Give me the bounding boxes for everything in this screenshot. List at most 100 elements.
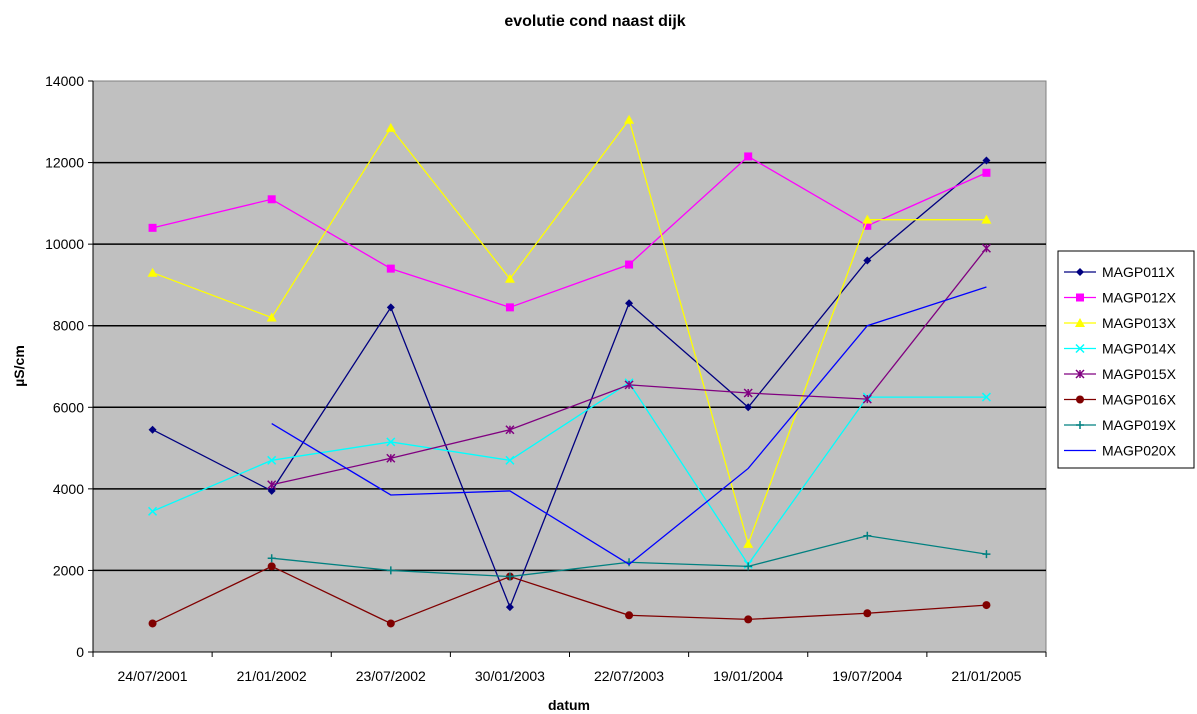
data-point <box>982 550 991 559</box>
data-point <box>981 243 991 253</box>
legend-label: MAGP012X <box>1102 290 1177 306</box>
data-point <box>386 619 395 628</box>
legend-label: MAGP014X <box>1102 341 1177 357</box>
data-point <box>862 214 873 224</box>
y-tick-label: 6000 <box>53 399 84 415</box>
data-point <box>981 392 991 402</box>
y-tick-label: 4000 <box>53 481 84 497</box>
legend-label: MAGP013X <box>1102 315 1177 331</box>
data-point <box>386 453 396 463</box>
data-point <box>863 256 872 265</box>
x-tick-label: 21/01/2005 <box>951 668 1021 684</box>
series-magp012x <box>148 152 991 312</box>
series-magp013x <box>147 114 992 548</box>
x-axis-title: datum <box>548 697 590 713</box>
series-magp015x <box>267 243 991 490</box>
series-magp011x <box>148 156 991 612</box>
data-point <box>625 260 634 269</box>
legend-item-magp015x: MAGP015X <box>1064 366 1177 382</box>
series-line-magp012x <box>152 155 987 309</box>
y-tick-label: 2000 <box>53 562 84 578</box>
legend-marker <box>1075 318 1085 327</box>
data-point <box>504 273 515 283</box>
y-tick-label: 0 <box>76 644 84 660</box>
x-tick-label: 22/07/2003 <box>594 668 664 684</box>
series-layer <box>147 114 992 628</box>
legend-label: MAGP011X <box>1102 264 1176 280</box>
data-point <box>625 299 634 308</box>
data-point <box>624 114 635 124</box>
legend-label: MAGP020X <box>1102 443 1177 459</box>
legend-label: MAGP016X <box>1102 392 1177 408</box>
series-line-magp013x <box>152 118 987 547</box>
data-point <box>505 603 514 612</box>
data-point <box>267 480 277 490</box>
y-tick-label: 10000 <box>45 236 84 252</box>
data-point <box>505 303 514 312</box>
data-point <box>148 425 157 434</box>
series-magp019x <box>267 531 991 581</box>
plot-area <box>92 80 1047 653</box>
series-magp020x <box>271 286 987 566</box>
data-point <box>386 264 395 273</box>
data-point <box>505 572 514 581</box>
legend-marker <box>1076 395 1084 404</box>
legend-item-magp020x: MAGP020X <box>1064 443 1177 459</box>
data-point <box>385 122 396 132</box>
legend-marker <box>1075 343 1085 354</box>
legend-marker <box>1076 268 1084 276</box>
series-line-magp014x <box>152 381 987 566</box>
series-line-magp011x <box>152 160 987 609</box>
y-tick-label: 14000 <box>45 73 84 89</box>
chart-title: evolutie cond naast dijk <box>504 13 685 30</box>
legend-item-magp014x: MAGP014X <box>1064 341 1177 357</box>
x-tick-label: 30/01/2003 <box>475 668 545 684</box>
legend-label: MAGP019X <box>1102 417 1177 433</box>
data-point <box>744 152 753 161</box>
legend-item-magp016x: MAGP016X <box>1064 392 1177 408</box>
x-axis-ticks: 24/07/2001 21/01/2002 23/07/2002 30/01/2003… <box>92 652 1047 684</box>
data-point <box>266 312 277 322</box>
data-point <box>862 394 872 404</box>
data-point <box>982 168 991 177</box>
legend-marker <box>1076 421 1084 429</box>
legend-marker <box>1075 369 1085 379</box>
data-point <box>267 562 276 571</box>
series-line-magp020x <box>271 286 987 566</box>
data-point <box>148 506 158 516</box>
x-tick-label: 19/07/2004 <box>832 668 902 684</box>
data-point <box>267 455 277 465</box>
y-tick-label: 8000 <box>53 318 84 334</box>
data-point <box>386 566 395 575</box>
series-magp016x <box>148 562 991 628</box>
y-axis-title: µS/cm <box>11 345 27 387</box>
legend-item-magp012x: MAGP012X <box>1064 290 1177 306</box>
data-point <box>743 388 753 398</box>
data-point <box>267 554 276 563</box>
legend: MAGP011X MAGP012X MAGP013X MAGP014X MAGP015X… <box>1057 250 1195 469</box>
data-point <box>982 156 991 165</box>
data-point <box>863 531 872 540</box>
data-point <box>744 615 753 624</box>
data-point <box>505 455 515 465</box>
data-point <box>386 303 395 312</box>
legend-box <box>1057 250 1195 469</box>
legend-item-magp011x: MAGP011X <box>1064 264 1176 280</box>
data-point <box>148 223 157 232</box>
y-axis-ticks: 0 2000 4000 6000 8000 10000 12000 14000 <box>45 73 93 660</box>
data-point <box>744 403 753 412</box>
data-point <box>267 486 276 495</box>
x-tick-label: 23/07/2002 <box>356 668 426 684</box>
x-tick-label: 24/07/2001 <box>118 668 188 684</box>
data-point <box>863 609 872 618</box>
data-point <box>625 611 634 620</box>
data-point <box>386 437 396 447</box>
x-tick-label: 19/01/2004 <box>713 668 783 684</box>
legend-item-magp019x: MAGP019X <box>1064 417 1177 433</box>
legend-item-magp013x: MAGP013X <box>1064 315 1177 331</box>
data-point <box>744 562 753 571</box>
data-point <box>743 538 754 548</box>
data-point <box>267 195 276 204</box>
y-tick-label: 12000 <box>45 155 84 171</box>
